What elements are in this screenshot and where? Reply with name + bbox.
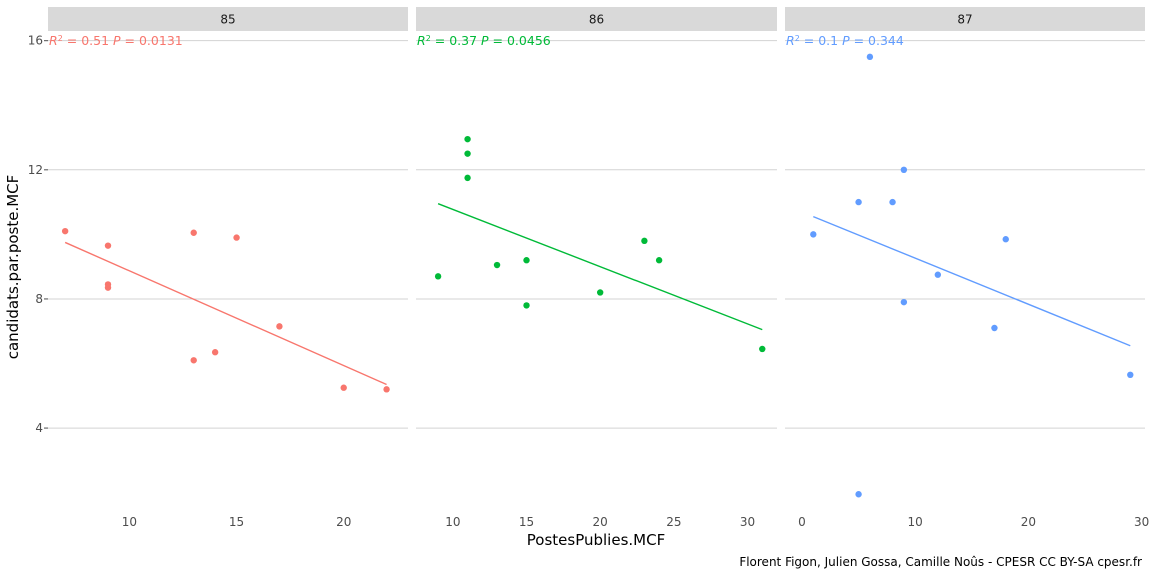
facet-strip-87 xyxy=(785,7,1145,31)
point-87-10 xyxy=(1127,371,1134,379)
grid-layer xyxy=(48,40,1145,429)
point-87-8 xyxy=(991,324,998,332)
x-tick-86-25: 25 xyxy=(666,515,681,529)
facet-label-87: 87 xyxy=(957,13,972,27)
point-85-10 xyxy=(383,386,390,393)
point-87-0 xyxy=(810,231,817,238)
point-85-9 xyxy=(340,384,347,391)
facet-label-86: 86 xyxy=(589,13,604,27)
x-tick-85-20: 20 xyxy=(336,515,351,529)
fit-line-87 xyxy=(813,215,1131,347)
point-86-9 xyxy=(655,257,663,264)
facet-label-85: 85 xyxy=(220,13,235,27)
x-tick-87-20: 20 xyxy=(1021,515,1036,529)
point-86-10 xyxy=(759,345,766,353)
point-layer xyxy=(61,53,1134,498)
point-85-7 xyxy=(233,234,240,241)
x-tick-86-15: 15 xyxy=(519,515,534,529)
fit-line-85 xyxy=(64,241,387,386)
tick-layer: 10 15 20 10 15 20 25 30 0 10 20 30 4 8 12 16 xyxy=(28,34,1150,529)
point-85-6 xyxy=(211,349,219,356)
x-tick-86-30: 30 xyxy=(740,515,755,529)
point-86-5 xyxy=(523,257,530,264)
point-86-7 xyxy=(596,289,604,296)
point-85-4 xyxy=(190,229,197,236)
point-86-3 xyxy=(464,174,471,182)
x-tick-86-20: 20 xyxy=(593,515,608,529)
x-tick-87-30: 30 xyxy=(1134,515,1149,529)
point-87-6 xyxy=(900,298,908,306)
point-86-0 xyxy=(434,273,442,280)
x-tick-85-15: 15 xyxy=(229,515,244,529)
point-85-5 xyxy=(190,357,197,364)
point-87-9 xyxy=(1002,236,1009,243)
fit-line-86 xyxy=(437,203,763,331)
y-tick-16: 16 xyxy=(28,34,43,48)
x-axis-title: PostesPublies.MCF xyxy=(527,531,665,549)
facet-strip-85 xyxy=(48,7,408,31)
strip-layer: 85 86 87 xyxy=(48,7,1145,31)
point-87-4 xyxy=(889,198,896,206)
point-86-8 xyxy=(641,237,648,245)
stat-layer: R2 = 0.51 P = 0.0131 R2 = 0.37 P = 0.0456… xyxy=(49,33,904,48)
y-tick-4: 4 xyxy=(35,421,43,435)
x-tick-87-10: 10 xyxy=(908,515,923,529)
y-axis-title: candidats.par.poste.MCF xyxy=(4,175,22,360)
point-86-2 xyxy=(464,150,471,157)
point-85-8 xyxy=(276,323,283,330)
point-87-1 xyxy=(855,198,862,206)
y-tick-12: 12 xyxy=(28,163,43,177)
point-87-3 xyxy=(866,53,874,61)
point-86-4 xyxy=(493,261,501,269)
x-tick-87-0: 0 xyxy=(798,515,806,529)
point-87-5 xyxy=(900,166,908,174)
x-tick-85-10: 10 xyxy=(122,515,137,529)
stat-annotation-85: R2 = 0.51 P = 0.0131 xyxy=(49,33,183,48)
point-85-3 xyxy=(104,284,112,291)
point-85-1 xyxy=(104,242,112,249)
point-86-6 xyxy=(523,302,530,309)
x-tick-86-10: 10 xyxy=(445,515,460,529)
fit-layer xyxy=(64,203,1131,386)
point-86-1 xyxy=(464,135,471,143)
point-85-0 xyxy=(61,227,69,235)
point-87-7 xyxy=(934,271,942,278)
facet-strip-86 xyxy=(416,7,777,31)
point-87-2 xyxy=(855,491,862,498)
y-tick-8: 8 xyxy=(35,292,43,306)
caption: Florent Figon, Julien Gossa, Camille Noû… xyxy=(739,555,1142,569)
stat-annotation-86: R2 = 0.37 P = 0.0456 xyxy=(417,33,551,48)
stat-annotation-87: R2 = 0.1 P = 0.344 xyxy=(786,33,904,48)
